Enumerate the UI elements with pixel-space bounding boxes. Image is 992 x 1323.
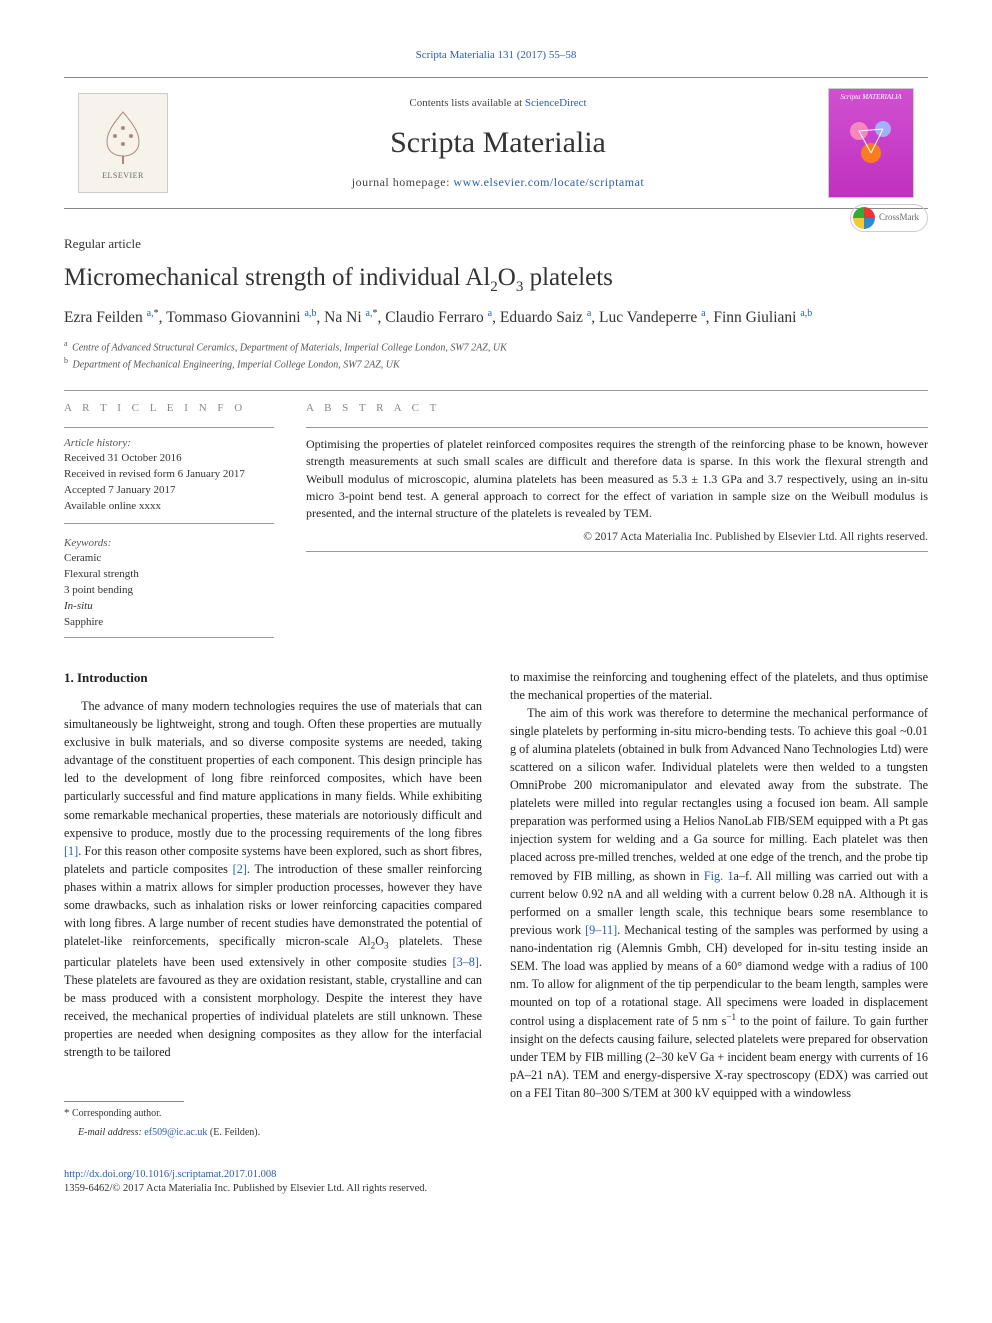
doi-link[interactable]: http://dx.doi.org/10.1016/j.scriptamat.2… [64,1169,276,1180]
citation-link[interactable]: [9–11] [585,923,617,937]
body-paragraph: to maximise the reinforcing and tougheni… [510,668,928,704]
author-name: , Eduardo Saiz [492,309,587,326]
history-received: Received 31 October 2016 [64,451,274,467]
body-column-right: to maximise the reinforcing and tougheni… [510,668,928,1140]
history-label: Article history: [64,436,274,451]
text-run: . Mechanical testing of the samples was … [510,923,928,1028]
citation-link[interactable]: [3–8] [453,955,479,969]
crossmark-icon [853,207,875,229]
keyword: In-situ [64,599,274,615]
author-list: Ezra Feilden a,*, Tommaso Giovannini a,b… [64,306,928,329]
keyword: 3 point bending [64,583,274,599]
text-run: O [375,934,384,948]
abstract-heading: a b s t r a c t [306,401,928,416]
page-footer: http://dx.doi.org/10.1016/j.scriptamat.2… [64,1168,928,1197]
journal-name: Scripta Materialia [182,122,814,164]
text-run: The advance of many modern technologies … [64,699,482,839]
body-paragraph: The aim of this work was therefore to de… [510,704,928,1102]
top-citation: Scripta Materialia 131 (2017) 55–58 [64,48,928,63]
divider [306,551,928,552]
author-name: , Finn Giuliani [706,309,801,326]
article-info-heading: a r t i c l e i n f o [64,401,274,416]
figure-link[interactable]: Fig. 1 [704,869,734,883]
divider [64,390,928,391]
affiliations: a Centre of Advanced Structural Ceramics… [64,338,928,373]
divider [64,427,274,428]
corresponding-footnote: * Corresponding author. [64,1106,482,1121]
title-part: O [498,264,516,291]
elsevier-wordmark: ELSEVIER [102,170,144,181]
journal-cover-thumb: Scripta MATERIALIA [828,88,914,198]
history-revised: Received in revised form 6 January 2017 [64,467,274,483]
history-online: Available online xxxx [64,499,274,515]
divider [306,427,928,428]
divider [64,637,274,638]
journal-homepage-link[interactable]: www.elsevier.com/locate/scriptamat [453,175,644,189]
text-run: The aim of this work was therefore to de… [510,706,928,882]
author-name: , Luc Vandeperre [591,309,701,326]
keyword: Flexural strength [64,567,274,583]
section-heading: 1. Introduction [64,668,482,687]
journal-header: ELSEVIER Contents lists available at Sci… [64,77,928,209]
sciencedirect-link[interactable]: ScienceDirect [525,97,587,109]
title-sub: 2 [490,279,498,295]
author-name: , Na Ni [316,309,365,326]
crossmark-badge[interactable]: CrossMark [850,204,928,232]
email-suffix: (E. Feilden). [207,1127,260,1138]
citation-link[interactable]: [1] [64,844,78,858]
body-column-left: 1. Introduction The advance of many mode… [64,668,482,1140]
author-name: , Claudio Ferraro [377,309,487,326]
footnote-divider [64,1101,184,1102]
affil-mark: b [64,356,68,365]
footnote-text: Corresponding author. [70,1108,162,1119]
keyword: Ceramic [64,551,274,567]
top-citation-link[interactable]: Scripta Materialia 131 (2017) 55–58 [416,49,577,61]
crossmark-label: CrossMark [879,211,919,224]
author-name: Ezra Feilden [64,309,147,326]
divider [64,523,274,524]
abstract-text: Optimising the properties of platelet re… [306,436,928,523]
keyword: Sapphire [64,615,274,631]
author-affil-mark: a, [147,308,154,319]
cover-title: Scripta MATERIALIA [840,93,901,103]
title-part: platelets [523,264,613,291]
homepage-prefix: journal homepage: [352,175,454,189]
abstract-copyright: © 2017 Acta Materialia Inc. Published by… [306,529,928,545]
affil-mark: a [64,339,68,348]
unit-sup: −1 [726,1012,736,1022]
article-title: Micromechanical strength of individual A… [64,262,928,297]
affil-text: Centre of Advanced Structural Ceramics, … [70,342,507,353]
email-footnote: E-mail address: ef509@ic.ac.uk (E. Feild… [64,1126,482,1140]
author-affil-mark: a,b [304,308,316,319]
author-name: , Tommaso Giovannini [159,309,305,326]
article-type: Regular article [64,235,928,253]
citation-link[interactable]: [2] [233,862,247,876]
contents-prefix: Contents lists available at [409,97,524,109]
contents-available-line: Contents lists available at ScienceDirec… [182,96,814,111]
footer-copyright: 1359-6462/© 2017 Acta Materialia Inc. Pu… [64,1182,928,1197]
body-paragraph: The advance of many modern technologies … [64,697,482,1061]
keywords-label: Keywords: [64,536,274,551]
elsevier-tree-icon [93,106,153,166]
history-accepted: Accepted 7 January 2017 [64,483,274,499]
abstract-block: a b s t r a c t Optimising the propertie… [306,401,928,631]
article-info-block: a r t i c l e i n f o Article history: R… [64,401,274,631]
email-label: E-mail address: [78,1127,144,1138]
elsevier-logo: ELSEVIER [78,93,168,193]
author-affil-mark: a,b [800,308,812,319]
email-link[interactable]: ef509@ic.ac.uk [144,1127,207,1138]
journal-homepage-line: journal homepage: www.elsevier.com/locat… [182,174,814,191]
text-run: . These platelets are favoured as they a… [64,955,482,1059]
cover-graphic-icon [843,113,899,169]
title-part: Micromechanical strength of individual A… [64,264,490,291]
affil-text: Department of Mechanical Engineering, Im… [70,359,400,370]
